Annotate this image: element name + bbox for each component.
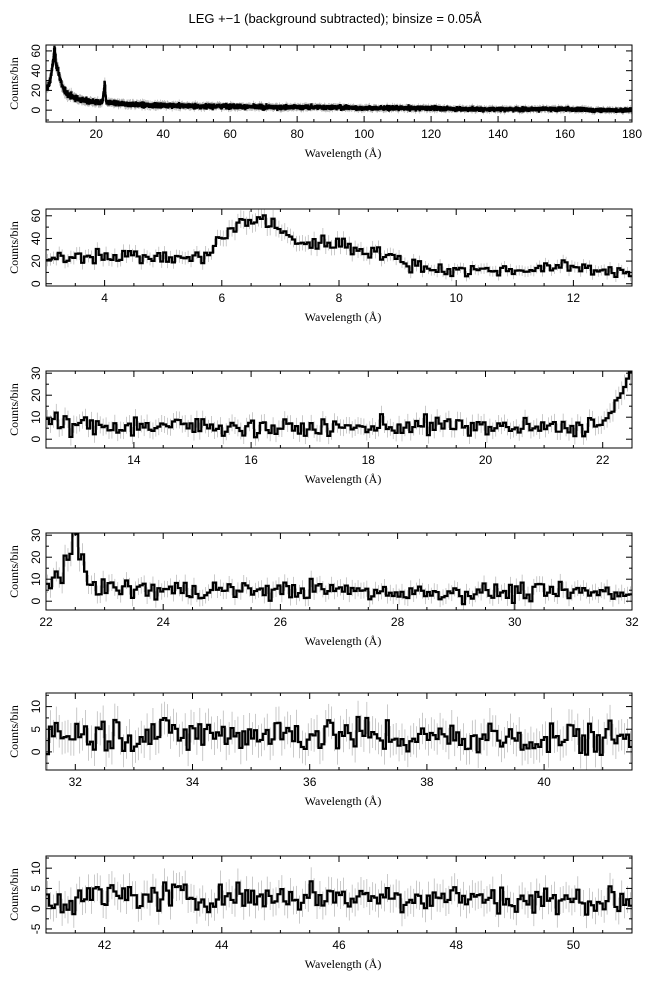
y-axis-label: Counts/bin	[7, 57, 21, 110]
x-tick-label: 18	[362, 453, 376, 467]
x-tick-label: 180	[622, 127, 642, 141]
x-tick-label: 60	[223, 127, 237, 141]
x-tick-label: 42	[98, 938, 112, 952]
x-axis-label: Wavelength (Å)	[305, 957, 382, 971]
y-tick-label: 10	[29, 410, 43, 424]
x-tick-label: 48	[450, 938, 464, 952]
y-tick-label: 5	[29, 726, 43, 733]
y-axis-label: Counts/bin	[7, 705, 21, 758]
y-tick-label: 0	[29, 598, 43, 605]
x-tick-label: 46	[332, 938, 346, 952]
panel-5: 32 34 36 38 40 0 5 10 Wavelength (Å) Counts/bin	[7, 692, 633, 808]
x-tick-label: 16	[244, 453, 258, 467]
panel-3: 14 16 18 20 22 0 10 20 30 Wavelength (Å) Counts/bi…	[7, 366, 633, 486]
x-tick-label: 100	[354, 127, 374, 141]
spectrum-histogram	[46, 45, 632, 114]
spectrum-histogram	[46, 533, 632, 606]
y-tick-label: 0	[29, 905, 43, 912]
x-tick-label: 40	[157, 127, 171, 141]
y-tick-label: 40	[29, 231, 43, 245]
x-tick-label: 160	[555, 127, 575, 141]
x-tick-label: 24	[157, 615, 171, 629]
x-axis-label: Wavelength (Å)	[305, 310, 382, 324]
spectrum-histogram	[46, 880, 632, 916]
y-tick-label: 20	[29, 550, 43, 564]
x-tick-label: 36	[303, 775, 317, 789]
x-tick-label: 44	[215, 938, 229, 952]
x-axis-label: Wavelength (Å)	[305, 146, 382, 160]
y-tick-label: 40	[29, 64, 43, 78]
y-axis-label: Counts/bin	[7, 545, 21, 598]
x-tick-label: 80	[290, 127, 304, 141]
x-tick-label: 6	[218, 291, 225, 305]
y-axis-label: Counts/bin	[7, 221, 21, 274]
x-tick-label: 20	[479, 453, 493, 467]
spectrum-histogram	[46, 715, 632, 756]
y-tick-label: 60	[29, 44, 43, 58]
x-tick-label: 22	[39, 615, 53, 629]
y-tick-label: 10	[29, 572, 43, 586]
x-tick-label: 8	[336, 291, 343, 305]
x-tick-label: 40	[537, 775, 551, 789]
y-tick-label: 0	[29, 748, 43, 755]
y-tick-label: 0	[29, 280, 43, 287]
spectrum-histogram	[46, 371, 632, 439]
y-axis-label: Counts/bin	[7, 383, 21, 436]
y-tick-label: 20	[29, 83, 43, 97]
y-tick-label: 30	[29, 528, 43, 542]
x-tick-label: 28	[391, 615, 405, 629]
y-tick-label: 20	[29, 254, 43, 268]
x-tick-label: 30	[508, 615, 522, 629]
figure-title: LEG +−1 (background subtracted); binsize…	[188, 11, 481, 26]
y-tick-label: 60	[29, 209, 43, 223]
y-tick-label: 10	[29, 861, 43, 875]
x-tick-label: 50	[567, 938, 581, 952]
y-tick-label: -5	[29, 923, 43, 934]
x-tick-label: 26	[274, 615, 288, 629]
x-tick-label: 34	[186, 775, 200, 789]
y-tick-label: 5	[29, 885, 43, 892]
x-axis-label: Wavelength (Å)	[305, 794, 382, 808]
x-tick-label: 120	[421, 127, 441, 141]
plot-frame	[45, 44, 633, 123]
x-tick-label: 20	[90, 127, 104, 141]
panel-1: 20 40 60 80 100 120 140 160 180 0 20 40 60 Wavelength…	[7, 44, 642, 160]
x-tick-label: 12	[567, 291, 581, 305]
y-tick-label: 30	[29, 366, 43, 380]
x-tick-label: 10	[450, 291, 464, 305]
y-tick-label: 0	[29, 106, 43, 113]
x-tick-label: 14	[127, 453, 141, 467]
spectrum-histogram	[46, 214, 632, 279]
y-axis-label: Counts/bin	[7, 868, 21, 921]
x-tick-label: 38	[420, 775, 434, 789]
x-tick-label: 140	[488, 127, 508, 141]
y-tick-label: 20	[29, 388, 43, 402]
x-axis-label: Wavelength (Å)	[305, 472, 382, 486]
x-tick-label: 32	[69, 775, 83, 789]
x-tick-label: 32	[625, 615, 639, 629]
x-axis-label: Wavelength (Å)	[305, 634, 382, 648]
panel-6: 42 44 46 48 50 -5 0 5 10 Wavelength (Å) Counts/bin	[7, 855, 633, 971]
x-tick-label: 22	[596, 453, 610, 467]
x-tick-label: 4	[101, 291, 108, 305]
y-tick-label: 10	[29, 700, 43, 714]
panel-2: 4 6 8 10 12 0 20 40 60 Wavelength (Å) Counts/bin	[7, 208, 633, 324]
panel-4: 22 24 26 28 30 32 0 10 20 30 Wavelength (Å) Counts/…	[7, 528, 639, 648]
y-tick-label: 0	[29, 436, 43, 443]
